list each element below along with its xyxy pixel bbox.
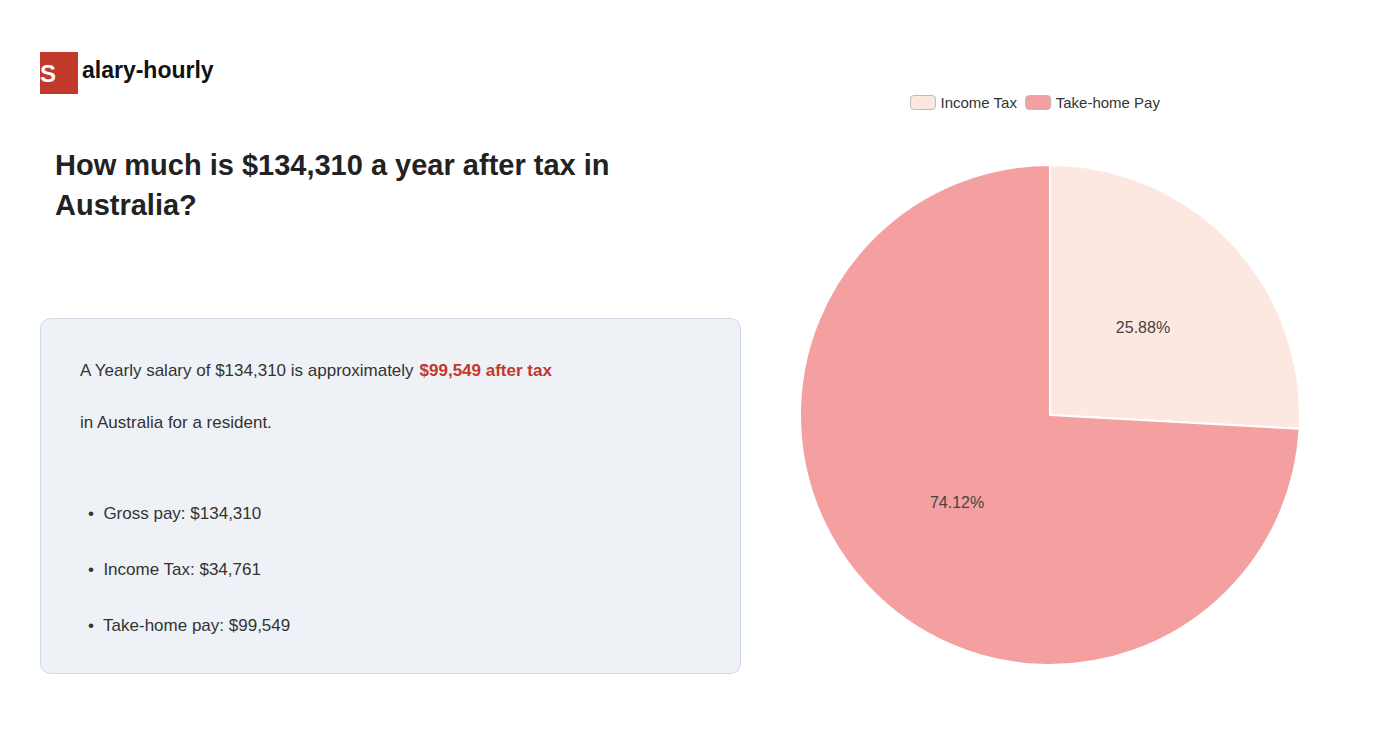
svg-text:Australia?: Australia? (55, 189, 197, 221)
svg-text:alary-hourly: alary-hourly (82, 57, 214, 83)
svg-text:Take-home Pay: Take-home Pay (1056, 94, 1161, 111)
svg-text:74.12%: 74.12% (930, 494, 984, 511)
svg-text:25.88%: 25.88% (1116, 319, 1170, 336)
svg-text:How much is $134,310 a year af: How much is $134,310 a year after tax in (55, 149, 610, 181)
svg-text:A Yearly salary of $134,310 is: A Yearly salary of $134,310 is approxima… (80, 361, 418, 380)
svg-text:• Income Tax: $34,761: • Income Tax: $34,761 (88, 560, 261, 579)
svg-text:$99,549 after tax: $99,549 after tax (420, 361, 553, 380)
svg-text:Income Tax: Income Tax (941, 94, 1018, 111)
svg-text:in Australia for a resident.: in Australia for a resident. (80, 413, 272, 432)
svg-text:• Take-home pay: $99,549: • Take-home pay: $99,549 (88, 616, 290, 635)
svg-text:• Gross pay: $134,310: • Gross pay: $134,310 (88, 504, 261, 523)
svg-text:S: S (40, 60, 56, 87)
